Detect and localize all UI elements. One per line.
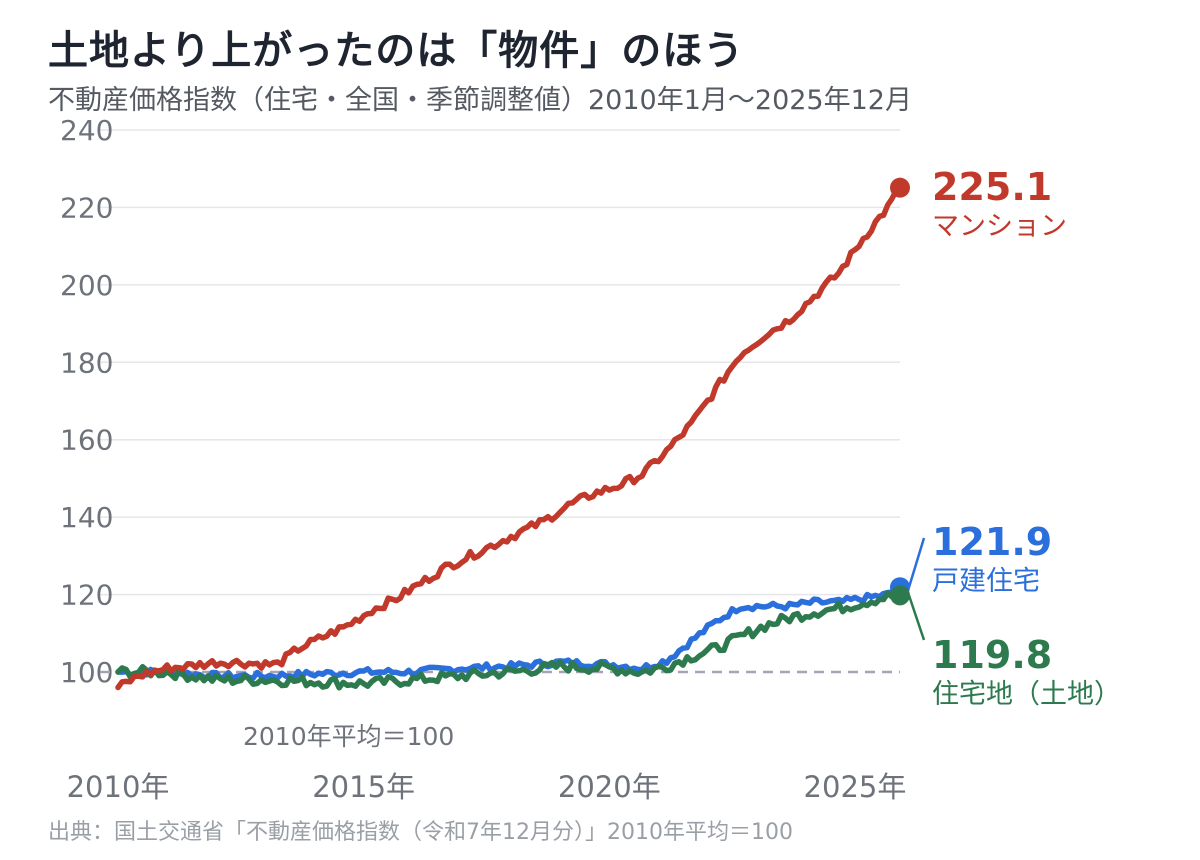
chart-subtitle: 不動産価格指数（住宅・全国・季節調整値）2010年1月〜2025年12月 [48, 85, 912, 116]
reference-line-label: 2010年平均＝100 [243, 722, 454, 751]
chart-title: 土地より上がったのは「物件」のほう [48, 28, 745, 74]
end-value-label: 119.8 [932, 633, 1052, 677]
series-line-0 [115, 184, 903, 691]
reference-line-group: 2010年平均＝100 [100, 670, 900, 751]
x-tick-label: 2015年 [312, 770, 415, 804]
y-tick-label: 200 [60, 269, 113, 302]
series-line-1 [115, 584, 903, 682]
y-tick-label: 180 [60, 346, 113, 379]
end-value-label: 225.1 [932, 165, 1052, 209]
end-value-label: 121.9 [932, 520, 1052, 564]
x-tick-label: 2010年 [67, 770, 170, 804]
y-tick-label: 220 [60, 191, 113, 224]
leader-line [907, 537, 926, 588]
x-tick-label: 2025年 [804, 770, 907, 804]
series-lines [115, 177, 910, 691]
y-tick-label: 160 [60, 424, 113, 457]
series-name-label: 戸建住宅 [932, 566, 1040, 597]
y-tick-label: 140 [60, 501, 113, 534]
series-endpoint-0 [890, 177, 910, 198]
x-axis-ticks: 2010年 2015年 2020年 2025年 [67, 770, 907, 804]
series-endpoint-2 [890, 585, 910, 606]
leader-line [907, 594, 926, 641]
x-tick-label: 2020年 [558, 770, 661, 804]
y-tick-label: 120 [60, 579, 113, 612]
series-line-2 [115, 590, 903, 691]
series-name-label: 住宅地（土地） [932, 679, 1121, 710]
source-note: 出典：国土交通省「不動産価格指数（令和7年12月分）」2010年平均＝100 [48, 820, 793, 845]
y-tick-label: 240 [60, 114, 113, 147]
series-name-label: マンション [932, 211, 1067, 242]
